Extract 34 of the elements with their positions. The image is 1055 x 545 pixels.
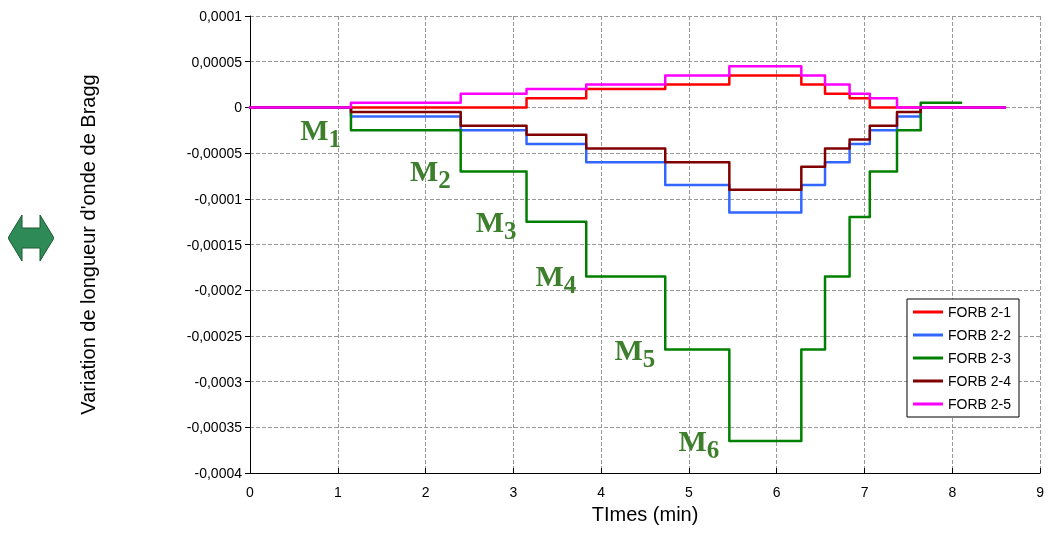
x-tick-label: 4 [597,484,606,500]
x-tick-label: 5 [685,484,694,500]
y-tick-label: -0,0001 [194,190,243,207]
y-tick-label: -0,0003 [194,373,243,390]
y-axis-title: Variation de longueur d'onde de Bragg [77,74,99,415]
legend-label: FORB 2-5 [947,396,1012,412]
y-tick-label: -0,00015 [186,236,243,253]
x-tick-label: 1 [333,484,342,500]
legend-label: FORB 2-3 [947,350,1012,366]
annotation: M$_{3}$ [475,204,517,246]
x-tick-label: 7 [860,484,869,500]
x-tick-label: 2 [421,484,430,500]
y-tick-label: -0,00035 [186,419,243,436]
annotation: M$_{5}$ [614,332,656,374]
y-tick-label: 0 [234,99,243,116]
x-tick-label: 9 [1036,484,1045,500]
x-tick-label: 0 [246,484,255,500]
annotation: M$_{4}$ [535,258,577,300]
y-tick-label: -0,0004 [194,465,243,481]
y-tick-label: -0,00005 [186,145,243,162]
legend-label: FORB 2-4 [947,373,1012,389]
y-tick-label: 0,0001 [199,8,243,24]
annotation: M$_{2}$ [409,153,451,195]
y-tick-label: -0,00025 [186,327,243,344]
y-tick-label: 0,00005 [191,53,243,70]
legend-label: FORB 2-1 [947,304,1012,320]
x-tick-label: 3 [509,484,518,500]
annotation: M$_{1}$ [300,112,341,154]
legend-label: FORB 2-2 [947,327,1012,343]
annotation: M$_{6}$ [678,423,720,465]
y-tick-label: -0,0002 [194,282,243,299]
x-tick-label: 6 [772,484,781,500]
x-axis-title: TImes (min) [591,502,699,525]
x-tick-label: 8 [948,484,957,500]
